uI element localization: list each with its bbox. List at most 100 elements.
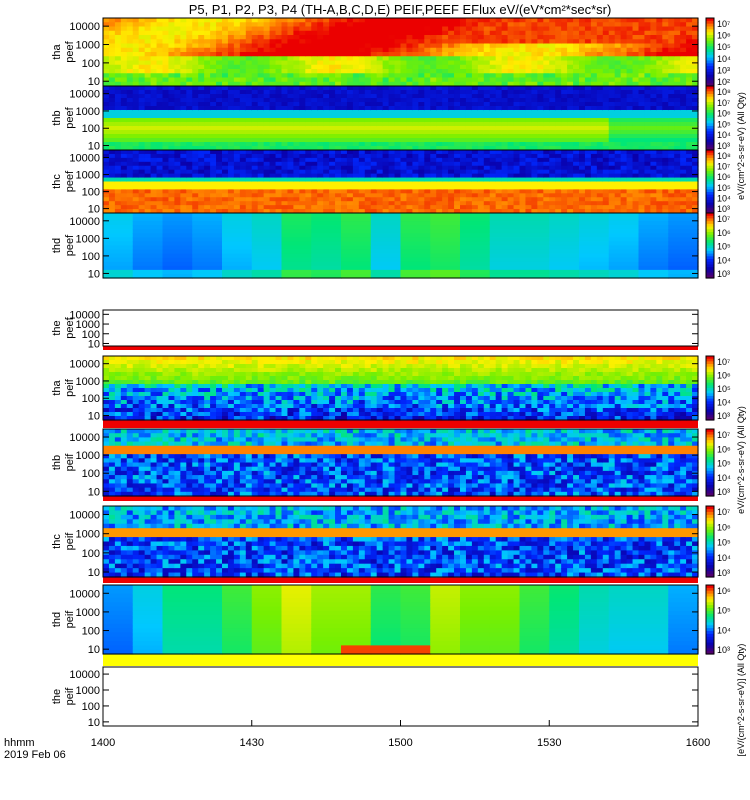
heatmap-cell [638,110,646,115]
heatmap-cell [638,69,646,74]
heatmap-cell [156,130,164,135]
heatmap-cell [584,77,592,83]
heatmap-cell [150,52,158,57]
heatmap-cell [132,169,140,175]
heatmap-cell [626,106,634,111]
heatmap-cell [477,22,485,28]
heatmap-cell [656,169,663,175]
heatmap-cell [573,81,580,87]
heatmap-cell [489,181,497,187]
heatmap-cell [251,64,259,70]
heatmap-cell [662,146,669,151]
heatmap-cell [561,189,568,194]
heatmap-cell [126,39,134,45]
heatmap-cell [108,177,116,183]
heatmap-cell [329,134,336,139]
heatmap-cell [352,197,360,202]
heatmap-cell [412,122,419,127]
heatmap-cell [341,165,348,171]
heatmap-cell [287,134,294,139]
heatmap-cell [442,64,449,70]
heatmap-cell [686,60,693,66]
heatmap-cell [168,69,175,74]
heatmap-cell [662,26,669,32]
heatmap-cell [579,130,586,135]
heatmap-cell [477,161,485,167]
heatmap-cell [686,138,693,143]
heatmap-cell [222,110,229,115]
heatmap-cell [150,22,158,28]
heatmap-cell [114,205,122,210]
heatmap-cell [614,26,622,32]
heatmap-cell [454,157,461,163]
heatmap-cell [620,64,628,70]
heatmap-cell [555,102,562,107]
heatmap-cell [346,126,354,131]
heatmap-cell [650,193,657,198]
heatmap-cell [186,134,193,139]
heatmap-cell [132,205,140,210]
heatmap-cell [269,169,277,175]
heatmap-cell [132,122,140,127]
heatmap-cell [596,81,604,87]
heatmap-cell [138,39,146,45]
heatmap-cell [311,77,318,83]
heatmap-cell [114,185,122,190]
heatmap-cell [483,153,491,159]
heatmap-cell [454,189,461,194]
heatmap-cell [210,110,217,115]
heatmap-cell [602,169,610,175]
heatmap-cell [692,69,699,74]
heatmap-cell [186,47,193,53]
heatmap-cell [370,189,378,194]
heatmap-cell [293,52,300,57]
heatmap-cell [525,86,532,91]
heatmap-cell [257,90,265,95]
heatmap-cell [162,69,170,74]
heatmap-cell [287,157,294,163]
heatmap-cell [495,64,503,70]
heatmap-cell [650,94,657,99]
heatmap-cell [680,181,687,187]
heatmap-cell [222,189,229,194]
heatmap-cell [263,18,271,23]
heatmap-cell [299,69,306,74]
heatmap-cell [602,205,610,210]
heatmap-cell [251,142,259,147]
heatmap-cell [448,73,455,79]
heatmap-cell [442,110,449,115]
heatmap-cell [543,150,550,155]
heatmap-cell [668,181,675,187]
heatmap-cell [275,122,283,127]
heatmap-cell [644,134,651,139]
heatmap-cell [561,90,568,95]
heatmap-cell [192,193,199,198]
heatmap-cell [424,94,431,99]
heatmap-cell [317,153,324,159]
heatmap-cell [156,114,164,119]
heatmap-cell [257,197,265,202]
heatmap-cell [686,56,693,62]
heatmap-cell [477,142,485,147]
heatmap-cell [567,98,574,103]
heatmap-cell [579,56,586,62]
heatmap-cell [299,165,306,171]
heatmap-cell [210,60,217,66]
heatmap-cell [465,98,473,103]
heatmap-cell [192,181,199,187]
heatmap-cell [483,98,491,103]
heatmap-cell [245,26,253,32]
heatmap-cell [281,98,289,103]
heatmap-cell [114,64,122,70]
heatmap-cell [495,106,503,111]
heatmap-cell [555,169,562,175]
heatmap-cell [608,35,616,40]
heatmap-cell [114,18,122,23]
heatmap-cell [120,73,128,79]
heatmap-cell [406,209,413,214]
heatmap-cell [454,73,461,79]
heatmap-cell [299,94,306,99]
heatmap-cell [531,94,538,99]
heatmap-cell [156,150,164,155]
colorbar-segment [706,18,714,22]
